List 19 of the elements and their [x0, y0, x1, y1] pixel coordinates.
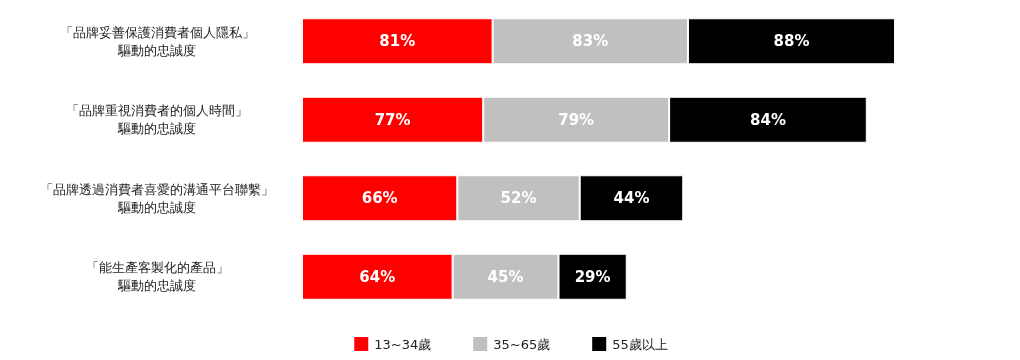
- data-label: 88%: [773, 32, 810, 51]
- data-label: 77%: [374, 110, 411, 129]
- data-label: 84%: [750, 110, 786, 129]
- data-label: 29%: [574, 267, 611, 286]
- legend-label: 35~65歲: [493, 336, 551, 352]
- legend-label: 13~34歲: [374, 336, 432, 352]
- data-label: 66%: [361, 189, 398, 208]
- data-label: 52%: [500, 189, 537, 208]
- data-label: 81%: [379, 32, 416, 51]
- data-label: 83%: [572, 32, 609, 51]
- data-label: 44%: [613, 189, 650, 208]
- data-label: 64%: [359, 267, 396, 286]
- data-label: 79%: [558, 110, 595, 129]
- y-tick-label: 「品牌透過消費者喜愛的溝通平台聯繫」驅動的忠誠度: [40, 181, 274, 215]
- y-tick-label: 「品牌重視消費者的個人時間」驅動的忠誠度: [66, 103, 248, 137]
- y-tick-label: 「能生產客製化的產品」驅動的忠誠度: [85, 260, 229, 294]
- legend-label: 55歲以上: [612, 336, 668, 352]
- data-label: 45%: [487, 267, 524, 286]
- y-tick-label: 「品牌妥善保護消費者個人隱私」驅動的忠誠度: [59, 24, 255, 58]
